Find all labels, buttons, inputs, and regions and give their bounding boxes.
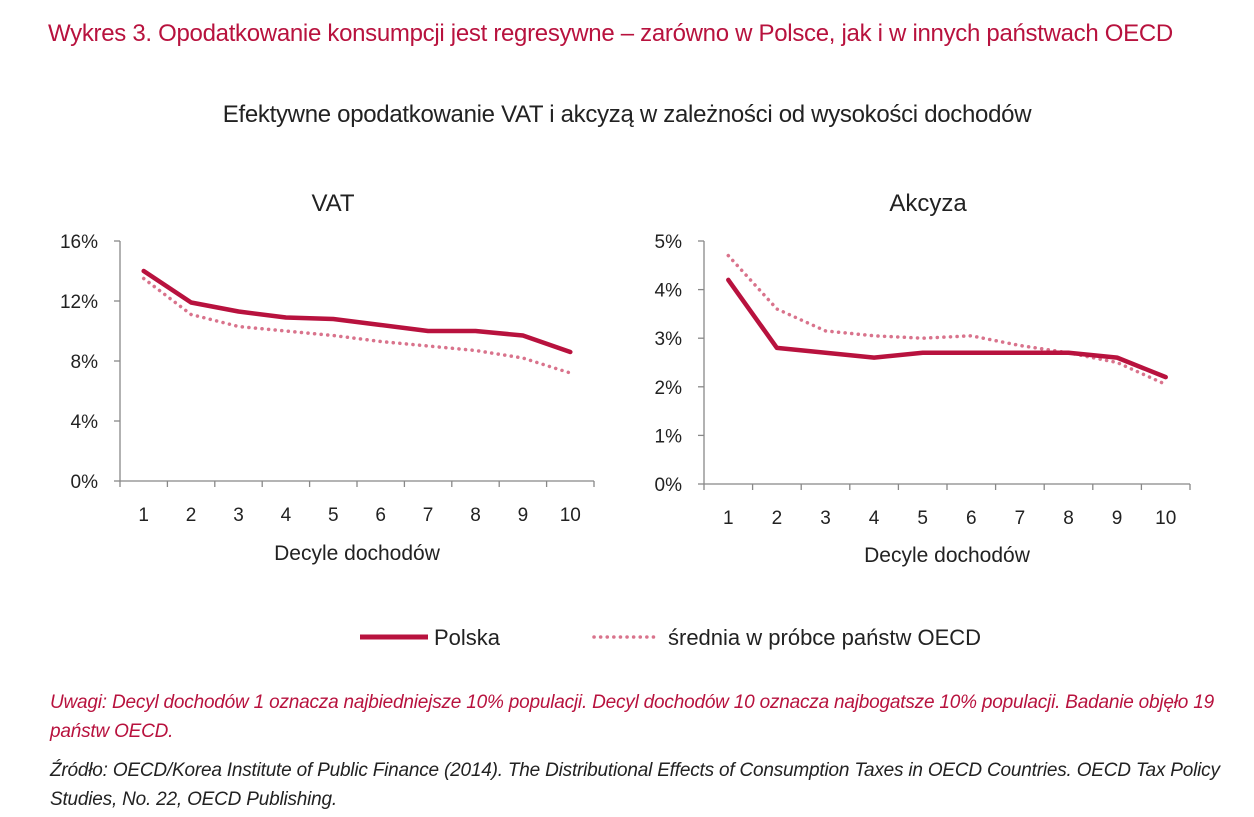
series-line-oecd [141,276,573,375]
y-tick-label: 0% [655,475,683,496]
x-tick-label: 3 [820,508,831,529]
x-axis-label: Decyle dochodów [864,544,1031,567]
x-tick-label: 6 [375,505,386,526]
series-line-oecd [726,253,1168,387]
x-tick-label: 5 [917,508,928,529]
y-tick-label: 0% [71,472,99,493]
y-tick-label: 5% [655,232,683,253]
x-tick-label: 8 [470,505,481,526]
x-tick-label: 9 [1112,508,1123,529]
x-tick-label: 1 [723,508,734,529]
series-line-polska [141,268,573,355]
series-line-polska [726,277,1168,380]
y-tick-label: 12% [60,292,98,313]
y-tick-label: 3% [655,329,683,350]
x-tick-label: 7 [1015,508,1026,529]
x-axis-label: Decyle dochodów [274,542,441,565]
y-tick-label: 4% [655,281,683,302]
x-tick-label: 4 [281,505,292,526]
x-tick-label: 1 [138,505,149,526]
chart-vat: VAT 0% 4% 8% 12% 16% 1 2 3 4 5 6 7 8 9 10 Decyle dochodó… [60,190,595,565]
x-tick-label: 3 [233,505,244,526]
figure-subtitle: Efektywne opodatkowanie VAT i akcyzą w z… [222,101,1032,128]
figure-title: Wykres 3. Opodatkowanie konsumpcji jest … [48,20,1173,47]
x-tick-label: 2 [772,508,783,529]
legend-label: Polska [434,625,501,650]
x-tick-label: 9 [518,505,529,526]
x-tick-label: 5 [328,505,339,526]
legend: Polska średnia w próbce państw OECD [360,625,981,650]
x-tick-label: 8 [1063,508,1074,529]
chart-akcyza: Akcyza 0% 1% 2% 3% 4% 5% 1 2 3 4 5 6 7 8 9 10 Decyle doch… [655,190,1191,567]
chart-title: Akcyza [889,190,967,217]
y-tick-label: 4% [71,412,99,433]
chart-title: VAT [311,190,354,217]
x-tick-label: 10 [1155,508,1176,529]
y-tick-label: 1% [655,426,683,447]
x-tick-label: 4 [869,508,880,529]
x-tick-label: 10 [560,505,581,526]
source-text: Źródło: OECD/Korea Institute of Public F… [50,760,1220,810]
y-tick-label: 2% [655,378,683,399]
note-text: Uwagi: Decyl dochodów 1 oznacza najbiedn… [50,692,1214,742]
legend-label: średnia w próbce państw OECD [668,625,981,650]
x-tick-label: 6 [966,508,977,529]
y-tick-label: 16% [60,232,98,253]
y-tick-label: 8% [71,352,99,373]
x-tick-label: 2 [186,505,197,526]
x-tick-label: 7 [423,505,434,526]
